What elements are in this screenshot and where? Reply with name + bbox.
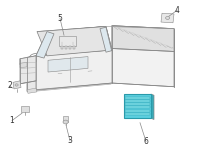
Text: 4: 4 (175, 6, 179, 15)
Text: 2: 2 (7, 81, 12, 91)
Polygon shape (112, 26, 174, 51)
Polygon shape (27, 88, 37, 93)
Polygon shape (63, 116, 68, 122)
Circle shape (63, 120, 68, 124)
Polygon shape (161, 13, 174, 23)
Polygon shape (151, 94, 154, 120)
Polygon shape (73, 46, 75, 49)
Polygon shape (27, 56, 36, 91)
Text: 5: 5 (58, 14, 62, 23)
Polygon shape (125, 100, 150, 102)
Circle shape (166, 16, 170, 19)
Polygon shape (20, 62, 27, 68)
Polygon shape (125, 113, 150, 115)
Polygon shape (36, 50, 112, 90)
Polygon shape (125, 97, 150, 99)
Text: 1: 1 (10, 116, 14, 125)
Polygon shape (20, 56, 36, 65)
Polygon shape (112, 26, 174, 87)
Polygon shape (36, 32, 54, 58)
Text: 6: 6 (144, 137, 148, 146)
Polygon shape (65, 46, 67, 49)
Circle shape (15, 84, 18, 86)
Polygon shape (21, 106, 29, 112)
Polygon shape (125, 106, 150, 108)
Polygon shape (13, 81, 21, 89)
Text: 3: 3 (68, 136, 72, 145)
Polygon shape (125, 103, 150, 105)
Polygon shape (100, 27, 112, 52)
Polygon shape (69, 46, 71, 49)
Polygon shape (61, 46, 63, 49)
Polygon shape (48, 57, 88, 72)
Polygon shape (37, 26, 106, 32)
Polygon shape (37, 26, 112, 56)
Polygon shape (36, 26, 112, 56)
Polygon shape (124, 94, 151, 118)
Polygon shape (125, 110, 150, 112)
Polygon shape (59, 36, 76, 46)
Polygon shape (20, 56, 36, 84)
